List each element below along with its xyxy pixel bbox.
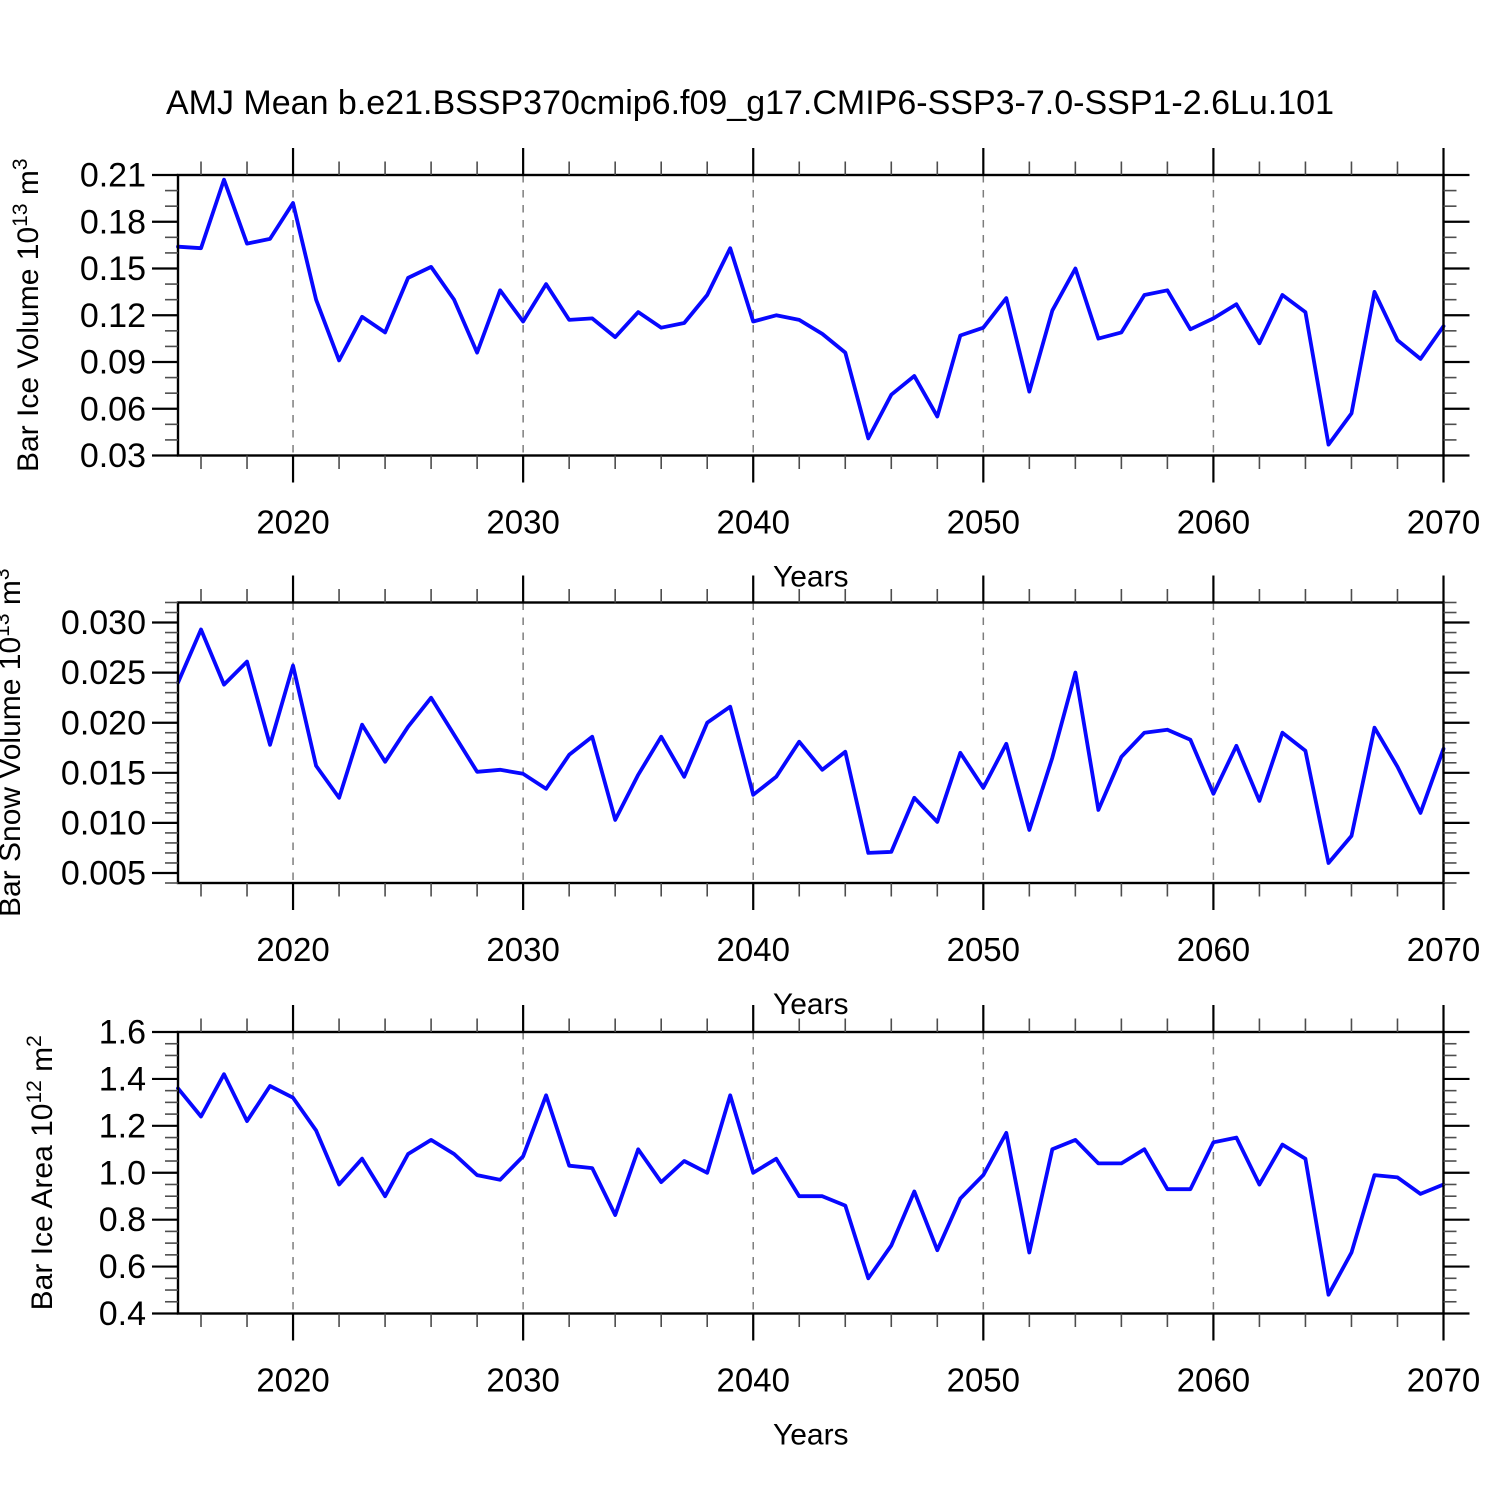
- x-tick-label: 2040: [717, 504, 790, 541]
- figure-title: AMJ Mean b.e21.BSSP370cmip6.f09_g17.CMIP…: [165, 84, 1334, 122]
- y-axis-title-superscript: 13: [0, 613, 14, 636]
- y-tick-label: 0.12: [80, 297, 146, 335]
- y-tick-label: 0.030: [61, 604, 146, 642]
- chart-panel-bar-ice-volume: 0.03 0.06 0.09 0.12 0.15 0.18 0.21 2020 2030 2040…: [9, 148, 1480, 594]
- series-line: [176, 627, 1446, 865]
- y-tick-label: 1.6: [99, 1014, 146, 1052]
- x-tick-label: 2040: [717, 1362, 790, 1399]
- x-tick-label: 2020: [256, 1362, 329, 1399]
- series-line: [176, 1072, 1446, 1297]
- x-tick-label: 2070: [1407, 1362, 1480, 1399]
- y-tick-label: 0.4: [99, 1295, 146, 1333]
- plot-frame: [176, 601, 1445, 885]
- plot-frame: [176, 173, 1445, 457]
- y-tick-label: 0.09: [80, 344, 146, 382]
- x-tick-label: 2030: [486, 504, 559, 541]
- x-axis-title: Years: [773, 988, 849, 1021]
- y-axis-title-superscript: 3: [9, 158, 32, 170]
- y-axis-title-text: Bar Ice Area 10: [26, 1104, 59, 1311]
- y-axis-title-superscript: 2: [23, 1035, 46, 1047]
- y-tick-label: 0.010: [61, 804, 146, 842]
- x-tick-label: 2020: [256, 504, 329, 541]
- y-tick-label: 1.2: [99, 1107, 146, 1145]
- y-axis-title: Bar Ice Volume 1013 m3: [9, 158, 45, 472]
- y-tick-label: 0.18: [80, 203, 146, 241]
- x-tick-label: 2070: [1407, 504, 1480, 541]
- x-axis-title: Years: [773, 1419, 849, 1452]
- chart-panel-bar-snow-volume: 0.005 0.010 0.015 0.020 0.025 0.030 2020 2030 20…: [0, 568, 1480, 1021]
- x-axis-title: Years: [773, 561, 849, 594]
- x-tick-label: 2030: [486, 931, 559, 968]
- x-tick-label: 2060: [1177, 931, 1250, 968]
- y-axis-title: Bar Ice Area 1012 m2: [23, 1035, 59, 1310]
- y-axis-title-superscript: 13: [9, 204, 32, 227]
- y-tick-label: 0.15: [80, 250, 146, 288]
- y-axis-title-text: m: [26, 1047, 59, 1080]
- y-tick-label: 1.4: [99, 1060, 146, 1098]
- x-tick-label: 2040: [717, 931, 790, 968]
- x-tick-label: 2060: [1177, 1362, 1250, 1399]
- y-axis-title-text: m: [12, 170, 45, 203]
- y-tick-label: 0.21: [80, 157, 146, 195]
- series-line: [176, 177, 1446, 447]
- y-axis-title-text: m: [0, 580, 27, 613]
- x-tick-label: 2070: [1407, 931, 1480, 968]
- y-tick-label: 0.6: [99, 1248, 146, 1286]
- x-tick-label: 2050: [947, 1362, 1020, 1399]
- y-axis-title-text: Bar Snow Volume 10: [0, 637, 27, 917]
- x-tick-label: 2050: [947, 504, 1020, 541]
- x-tick-label: 2030: [486, 1362, 559, 1399]
- y-tick-label: 0.015: [61, 754, 146, 792]
- y-tick-label: 0.005: [61, 855, 146, 893]
- y-tick-label: 0.8: [99, 1201, 146, 1239]
- y-tick-label: 0.06: [80, 390, 146, 428]
- chart-panel-bar-ice-area: 0.4 0.6 0.8 1.0 1.2 1.4 1.6 2020 2030 2040 2050 206…: [23, 1005, 1480, 1452]
- y-axis-title-text: Bar Ice Volume 10: [12, 227, 45, 472]
- y-tick-label: 0.025: [61, 654, 146, 692]
- y-axis-title: Bar Snow Volume 1013 m3: [0, 568, 27, 917]
- x-tick-label: 2050: [947, 931, 1020, 968]
- y-axis-title-superscript: 12: [23, 1080, 46, 1103]
- x-tick-label: 2020: [256, 931, 329, 968]
- y-tick-label: 0.020: [61, 704, 146, 742]
- y-axis-title-superscript: 3: [0, 568, 14, 580]
- x-tick-label: 2060: [1177, 504, 1250, 541]
- y-tick-label: 1.0: [99, 1154, 146, 1192]
- y-tick-label: 0.03: [80, 437, 146, 475]
